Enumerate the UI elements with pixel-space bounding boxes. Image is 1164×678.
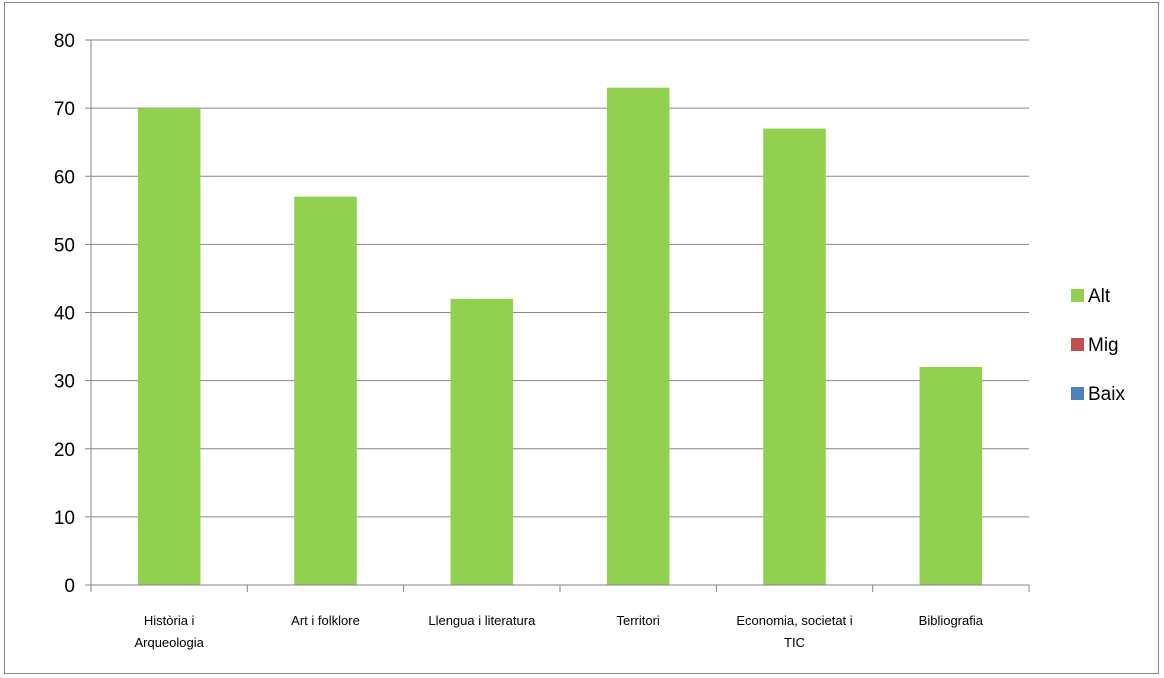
bar-alt-2	[450, 298, 514, 585]
legend-label-mig: Mig	[1088, 335, 1119, 356]
gridlines	[91, 39, 1029, 518]
x-tick-label: Territori	[616, 613, 659, 628]
y-tick-label: 40	[54, 304, 75, 325]
bar-alt-0	[137, 108, 201, 585]
y-tick-label: 60	[54, 167, 75, 188]
x-tick-label: Bibliografia	[919, 613, 984, 628]
y-tick-label: 70	[54, 99, 75, 120]
bar-alt-1	[294, 196, 357, 585]
bars	[137, 87, 983, 585]
x-tick-label: TIC	[784, 635, 805, 650]
legend: Alt Mig Baix	[1071, 286, 1125, 405]
y-tick-label: 30	[54, 372, 75, 393]
x-tick-labels: Història i Arqueologia Art i folklore Lleng…	[134, 613, 983, 650]
y-tick-label: 80	[54, 31, 75, 52]
x-tick-label: Economia, societat i	[736, 613, 852, 628]
y-tick-labels: 0 10 20 30 40 50 60 70 80	[54, 31, 75, 597]
bar-alt-4	[763, 128, 826, 585]
bar-alt-3	[606, 87, 670, 585]
legend-label-alt: Alt	[1088, 286, 1111, 307]
legend-swatch-baix	[1071, 387, 1084, 400]
y-tick-label: 20	[54, 440, 75, 461]
y-tick-label: 50	[54, 235, 75, 256]
y-tick-label: 10	[54, 508, 75, 529]
axes	[85, 39, 1030, 592]
x-tick-label: Història i	[144, 613, 195, 628]
legend-label-baix: Baix	[1088, 384, 1125, 405]
x-tick-label: Art i folklore	[291, 613, 360, 628]
bar-alt-5	[919, 367, 983, 585]
x-tick-label: Llengua i literatura	[428, 613, 536, 628]
y-tick-label: 0	[64, 576, 75, 597]
x-tick-label: Arqueologia	[134, 635, 204, 650]
legend-swatch-mig	[1071, 338, 1084, 351]
legend-swatch-alt	[1071, 289, 1084, 302]
